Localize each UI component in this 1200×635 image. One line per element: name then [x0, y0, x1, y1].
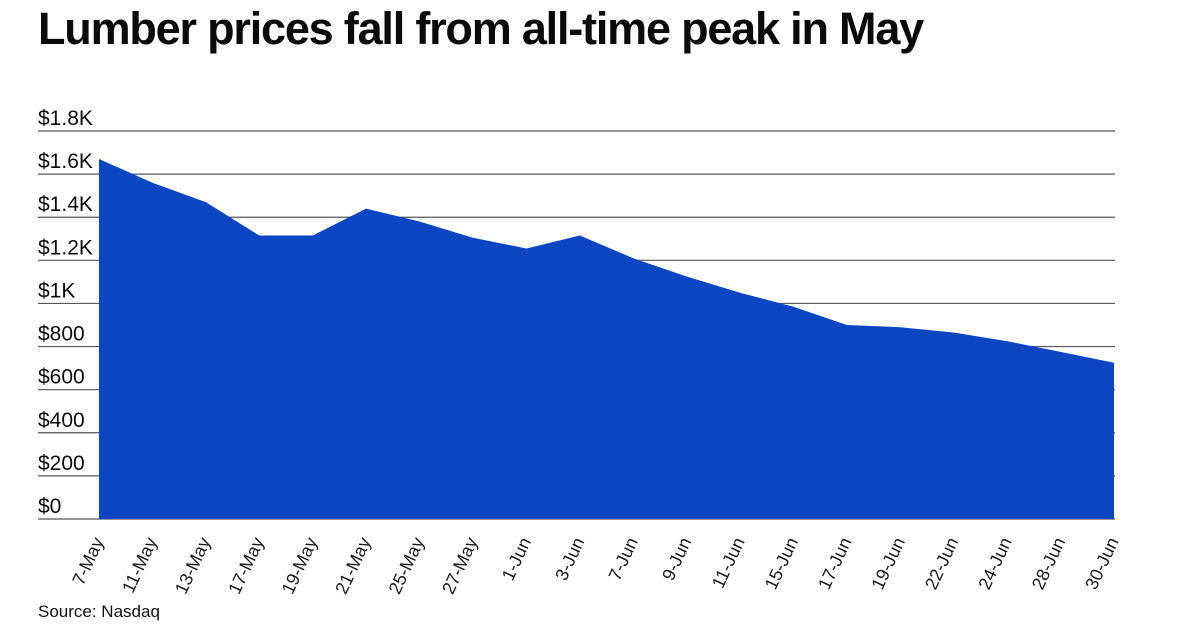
x-axis-tick-label: 13-May	[171, 534, 214, 597]
y-axis-tick-label: $1.4K	[38, 193, 93, 216]
source-note: Source: Nasdaq	[38, 602, 160, 621]
x-axis-tick-label: 24-Jun	[974, 534, 1015, 592]
x-axis-tick-label: 11-Jun	[708, 534, 749, 591]
x-axis-tick-label: 17-Jun	[814, 534, 855, 592]
y-axis-tick-label: $200	[38, 452, 85, 475]
x-axis-tick-label: 11-May	[118, 534, 161, 596]
x-axis-tick-label: 30-Jun	[1081, 534, 1122, 592]
x-axis-tick-label: 25-May	[385, 534, 428, 597]
y-axis-tick-label: $1.8K	[38, 107, 93, 130]
y-axis-tick-label: $1K	[38, 279, 75, 302]
x-axis-tick-label: 3-Jun	[551, 534, 588, 583]
x-axis-tick-label: 21-May	[331, 534, 374, 597]
x-axis-tick-label: 22-Jun	[921, 534, 962, 592]
y-axis-tick-label: $0	[38, 495, 61, 518]
x-axis-tick-label: 9-Jun	[658, 534, 695, 583]
x-axis-tick-label: 15-Jun	[761, 534, 802, 592]
x-axis-tick-label: 19-May	[278, 534, 321, 597]
x-axis-tick-label: 7-May	[68, 534, 107, 588]
y-axis-tick-label: $800	[38, 323, 85, 346]
y-axis-tick-label: $600	[38, 366, 85, 389]
x-axis-tick-label: 17-May	[224, 534, 267, 597]
x-axis-tick-label: 19-Jun	[868, 534, 909, 592]
chart-title: Lumber prices fall from all-time peak in…	[38, 3, 924, 54]
x-axis-tick-label: 1-Jun	[498, 534, 535, 583]
price-area-series	[99, 159, 1114, 519]
x-axis-tick-label: 7-Jun	[605, 534, 642, 583]
y-axis-tick-label: $1.2K	[38, 236, 93, 259]
y-axis-tick-label: $400	[38, 409, 85, 432]
y-axis-tick-label: $1.6K	[38, 150, 93, 173]
x-axis-tick-label: 27-May	[438, 534, 481, 597]
x-axis-tick-label: 28-Jun	[1028, 534, 1069, 592]
